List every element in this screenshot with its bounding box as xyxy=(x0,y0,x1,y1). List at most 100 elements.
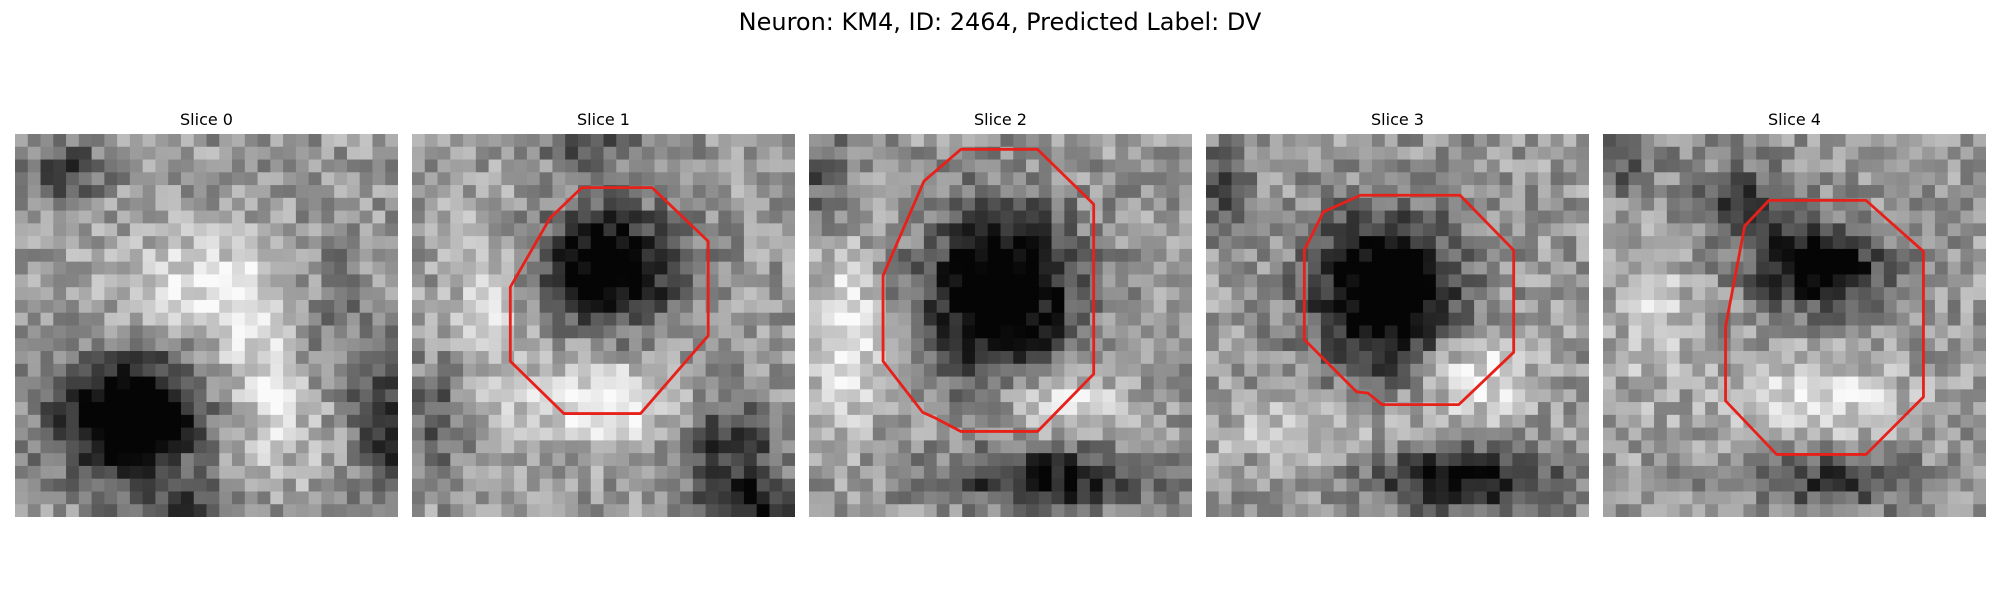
image-pixel xyxy=(1781,376,1796,390)
image-pixel xyxy=(1832,223,1847,237)
image-pixel xyxy=(53,236,67,250)
image-pixel xyxy=(756,172,771,186)
image-pixel xyxy=(1320,159,1335,173)
image-pixel xyxy=(412,389,426,403)
image-pixel xyxy=(53,389,67,403)
image-pixel xyxy=(1423,223,1437,237)
image-pixel xyxy=(1909,274,1923,288)
image-pixel xyxy=(1641,287,1655,301)
image-pixel xyxy=(565,491,579,505)
image-pixel xyxy=(1692,248,1706,263)
image-pixel xyxy=(359,402,374,416)
image-pixel xyxy=(501,261,515,276)
image-pixel xyxy=(654,210,668,225)
image-pixel xyxy=(1768,185,1783,199)
image-pixel xyxy=(1461,351,1475,365)
image-pixel xyxy=(1397,376,1411,390)
image-pixel xyxy=(334,197,348,212)
image-pixel xyxy=(1461,440,1475,454)
image-pixel xyxy=(809,478,823,493)
image-pixel xyxy=(270,248,284,263)
image-pixel xyxy=(1333,414,1348,429)
image-pixel xyxy=(40,389,54,403)
image-pixel xyxy=(1692,210,1706,225)
image-pixel xyxy=(1000,338,1014,352)
image-pixel xyxy=(860,338,874,352)
image-pixel xyxy=(616,389,630,403)
image-pixel xyxy=(66,197,80,212)
image-pixel xyxy=(667,159,681,173)
image-pixel xyxy=(155,261,169,276)
image-pixel xyxy=(1820,363,1834,378)
image-pixel xyxy=(654,223,668,237)
image-pixel xyxy=(1537,478,1552,493)
image-pixel xyxy=(142,146,157,161)
image-pixel xyxy=(1295,465,1309,480)
image-pixel xyxy=(129,299,144,314)
image-pixel xyxy=(923,440,938,454)
image-pixel xyxy=(1206,389,1220,403)
image-pixel xyxy=(603,491,617,505)
image-pixel xyxy=(1858,402,1872,416)
image-pixel xyxy=(155,504,169,517)
image-pixel xyxy=(1973,338,1986,352)
image-pixel xyxy=(514,146,528,161)
image-pixel xyxy=(206,223,220,237)
image-pixel xyxy=(1563,491,1577,505)
image-pixel xyxy=(104,440,118,454)
image-pixel xyxy=(769,402,783,416)
image-pixel xyxy=(731,427,745,442)
image-pixel xyxy=(1537,440,1552,454)
image-pixel xyxy=(66,402,80,416)
image-pixel xyxy=(1628,325,1642,339)
image-pixel xyxy=(321,236,335,250)
image-pixel xyxy=(1603,338,1617,352)
image-pixel xyxy=(206,185,220,199)
image-pixel xyxy=(872,427,887,442)
image-pixel xyxy=(219,299,233,314)
image-pixel xyxy=(552,172,566,186)
image-pixel xyxy=(1064,261,1078,276)
image-pixel xyxy=(1486,376,1501,390)
image-pixel xyxy=(743,197,758,212)
image-pixel xyxy=(1397,299,1411,314)
image-pixel xyxy=(1486,172,1501,186)
image-pixel xyxy=(1038,440,1053,454)
image-pixel xyxy=(1654,351,1668,365)
image-pixel xyxy=(911,491,925,505)
image-pixel xyxy=(898,325,912,339)
image-pixel xyxy=(450,248,464,263)
image-pixel xyxy=(1525,504,1539,517)
image-pixel xyxy=(667,363,681,378)
image-pixel xyxy=(1179,376,1192,390)
image-pixel xyxy=(1922,504,1936,517)
image-pixel xyxy=(53,146,67,161)
image-pixel xyxy=(1679,504,1694,517)
image-pixel xyxy=(987,465,1002,480)
image-pixel xyxy=(1934,338,1949,352)
image-pixel xyxy=(334,134,348,148)
image-pixel xyxy=(552,491,566,505)
image-pixel xyxy=(1282,376,1297,390)
image-pixel xyxy=(1140,248,1155,263)
image-pixel xyxy=(1064,236,1078,250)
image-pixel xyxy=(603,261,617,276)
image-pixel xyxy=(692,299,707,314)
image-pixel xyxy=(1333,236,1348,250)
image-pixel xyxy=(1038,185,1053,199)
image-pixel xyxy=(1308,197,1322,212)
image-pixel xyxy=(129,363,144,378)
image-pixel xyxy=(1359,351,1373,365)
image-pixel xyxy=(1410,338,1424,352)
image-pixel xyxy=(463,325,477,339)
image-pixel xyxy=(27,261,42,276)
image-pixel xyxy=(1115,338,1129,352)
image-pixel xyxy=(872,197,887,212)
image-pixel xyxy=(91,287,106,301)
image-pixel xyxy=(1166,274,1180,288)
image-pixel xyxy=(1000,427,1014,442)
image-pixel xyxy=(27,146,42,161)
image-pixel xyxy=(898,427,912,442)
image-pixel xyxy=(962,197,976,212)
image-pixel xyxy=(847,223,861,237)
